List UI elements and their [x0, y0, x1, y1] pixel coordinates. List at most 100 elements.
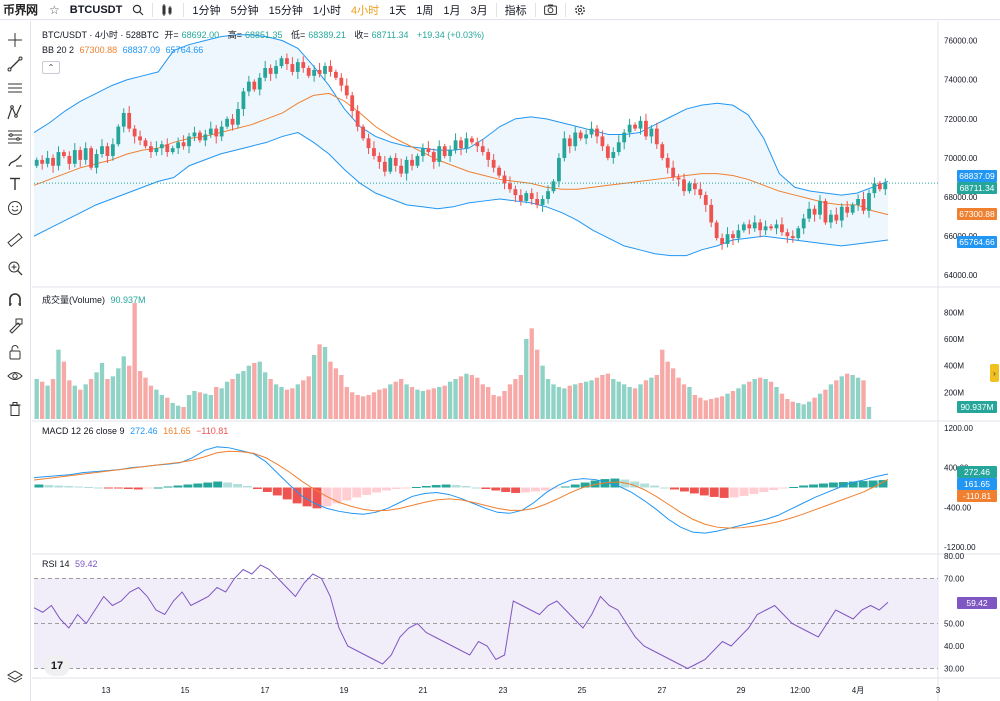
volume-bar	[524, 339, 529, 419]
macd-hist-bar	[153, 487, 163, 489]
candle	[45, 157, 50, 164]
candle	[736, 230, 741, 239]
volume-bar	[747, 381, 752, 419]
time-tick-label: 27	[658, 686, 667, 695]
macd-hist-bar	[858, 481, 868, 488]
volume-bar	[817, 393, 823, 419]
crosshair-icon[interactable]	[5, 30, 25, 50]
candle	[747, 224, 752, 229]
price-chart[interactable]: 76000.00 74000.00 72000.00 70000.00 68000.00…	[32, 21, 1000, 701]
volume-bar	[143, 377, 148, 419]
macd-hist-bar	[302, 487, 312, 507]
volume-bar	[192, 391, 197, 419]
volume-bar	[812, 397, 817, 419]
compare-icon[interactable]	[156, 0, 180, 20]
emoji-icon[interactable]	[5, 198, 25, 218]
bb-legend[interactable]: BB 20 2 67300.88 68837.09 65764.66	[42, 45, 206, 55]
macd-hist-bar	[630, 481, 640, 488]
bb-upper-tag: 68837.09	[957, 170, 997, 182]
interval-15m[interactable]: 15分钟	[268, 4, 303, 17]
candle	[116, 126, 121, 145]
interval-1w[interactable]: 1周	[416, 4, 434, 17]
symbol-selector[interactable]: BTCUSDT	[69, 3, 123, 16]
candle	[741, 224, 746, 231]
candle	[475, 142, 480, 147]
candle	[540, 198, 545, 205]
volume-bar	[649, 377, 654, 419]
candle	[780, 224, 784, 233]
magnet-icon[interactable]	[5, 290, 25, 310]
volume-bar	[866, 406, 872, 419]
volume-bar	[475, 377, 480, 419]
macd-hist-bar	[550, 487, 560, 489]
volume-bar	[670, 368, 676, 419]
candle	[834, 214, 839, 221]
star-icon[interactable]: ☆	[49, 2, 60, 17]
candle	[263, 68, 268, 78]
candle	[464, 138, 469, 149]
candle	[725, 234, 730, 244]
layers-icon[interactable]	[5, 667, 25, 687]
candle	[589, 128, 594, 135]
trash-icon[interactable]	[5, 399, 25, 419]
volume-bar	[94, 372, 99, 419]
chevron-up-icon[interactable]: ⌃	[42, 61, 60, 74]
time-tick-label: 19	[340, 686, 349, 695]
macd-hist-bar	[749, 487, 759, 494]
volume-legend[interactable]: 成交量(Volume) 90.937M	[42, 293, 149, 306]
candle	[763, 226, 768, 231]
tradingview-logo-icon[interactable]: 17	[44, 656, 70, 676]
chevron-right-icon[interactable]: ›	[990, 364, 999, 382]
macd-hist-bar	[421, 486, 431, 488]
interval-1h[interactable]: 1小时	[312, 4, 341, 17]
trendline-icon[interactable]	[5, 54, 25, 74]
interval-1mo[interactable]: 1月	[443, 4, 461, 17]
candle	[698, 189, 703, 196]
text-icon[interactable]	[5, 174, 25, 194]
chart-title: BTC/USDT · 4小时 · 528BTC	[42, 30, 159, 40]
volume-bar	[99, 363, 105, 419]
zoom-in-icon[interactable]	[5, 258, 25, 278]
eye-icon[interactable]	[5, 366, 25, 386]
candle	[633, 124, 637, 129]
volume-bar	[594, 377, 600, 419]
indicators-button[interactable]: 指标	[504, 4, 527, 17]
macd-hist-bar	[223, 482, 233, 488]
interval-1m[interactable]: 1分钟	[192, 4, 221, 17]
volume-bar	[660, 349, 665, 419]
unlock-icon[interactable]	[5, 342, 25, 362]
interval-5m[interactable]: 5分钟	[230, 4, 259, 17]
candle	[644, 120, 648, 137]
volume-bar	[181, 407, 186, 419]
pitchfork-icon[interactable]	[5, 102, 25, 122]
volume-bar	[311, 355, 317, 419]
interval-1d[interactable]: 1天	[389, 4, 407, 17]
fib-icon[interactable]	[5, 126, 25, 146]
candle	[518, 195, 523, 201]
lock-drawing-icon[interactable]	[5, 316, 25, 336]
ruler-icon[interactable]	[5, 230, 25, 250]
search-icon[interactable]	[127, 0, 149, 20]
site-logo[interactable]: 币界网	[3, 3, 38, 17]
low-value: 68389.21	[308, 30, 346, 40]
horizontal-lines-icon[interactable]	[5, 78, 25, 98]
volume-bar	[491, 395, 496, 419]
volume-bar	[83, 384, 88, 419]
open-label: 开=	[164, 30, 179, 40]
volume-bar	[159, 395, 165, 419]
interval-4h[interactable]: 4小时	[350, 4, 380, 17]
candle	[274, 66, 278, 74]
brush-icon[interactable]	[5, 150, 25, 170]
gear-icon[interactable]	[569, 0, 591, 20]
macd-hist-bar	[193, 483, 203, 488]
macd-legend[interactable]: MACD 12 26 close 9 272.46 161.65 −110.81	[42, 426, 231, 436]
volume-bar	[806, 401, 812, 419]
camera-icon[interactable]	[539, 0, 562, 20]
interval-3mo[interactable]: 3月	[470, 4, 488, 17]
rsi-legend[interactable]: RSI 14 59.42	[42, 559, 101, 569]
candle	[230, 118, 235, 125]
volume-bar	[573, 384, 578, 419]
interval-group: 1分钟 5分钟 15分钟 1小时 4小时 1天 1周 1月 3月	[187, 0, 492, 20]
volume-bar	[665, 361, 670, 419]
volume-bar	[518, 375, 524, 419]
